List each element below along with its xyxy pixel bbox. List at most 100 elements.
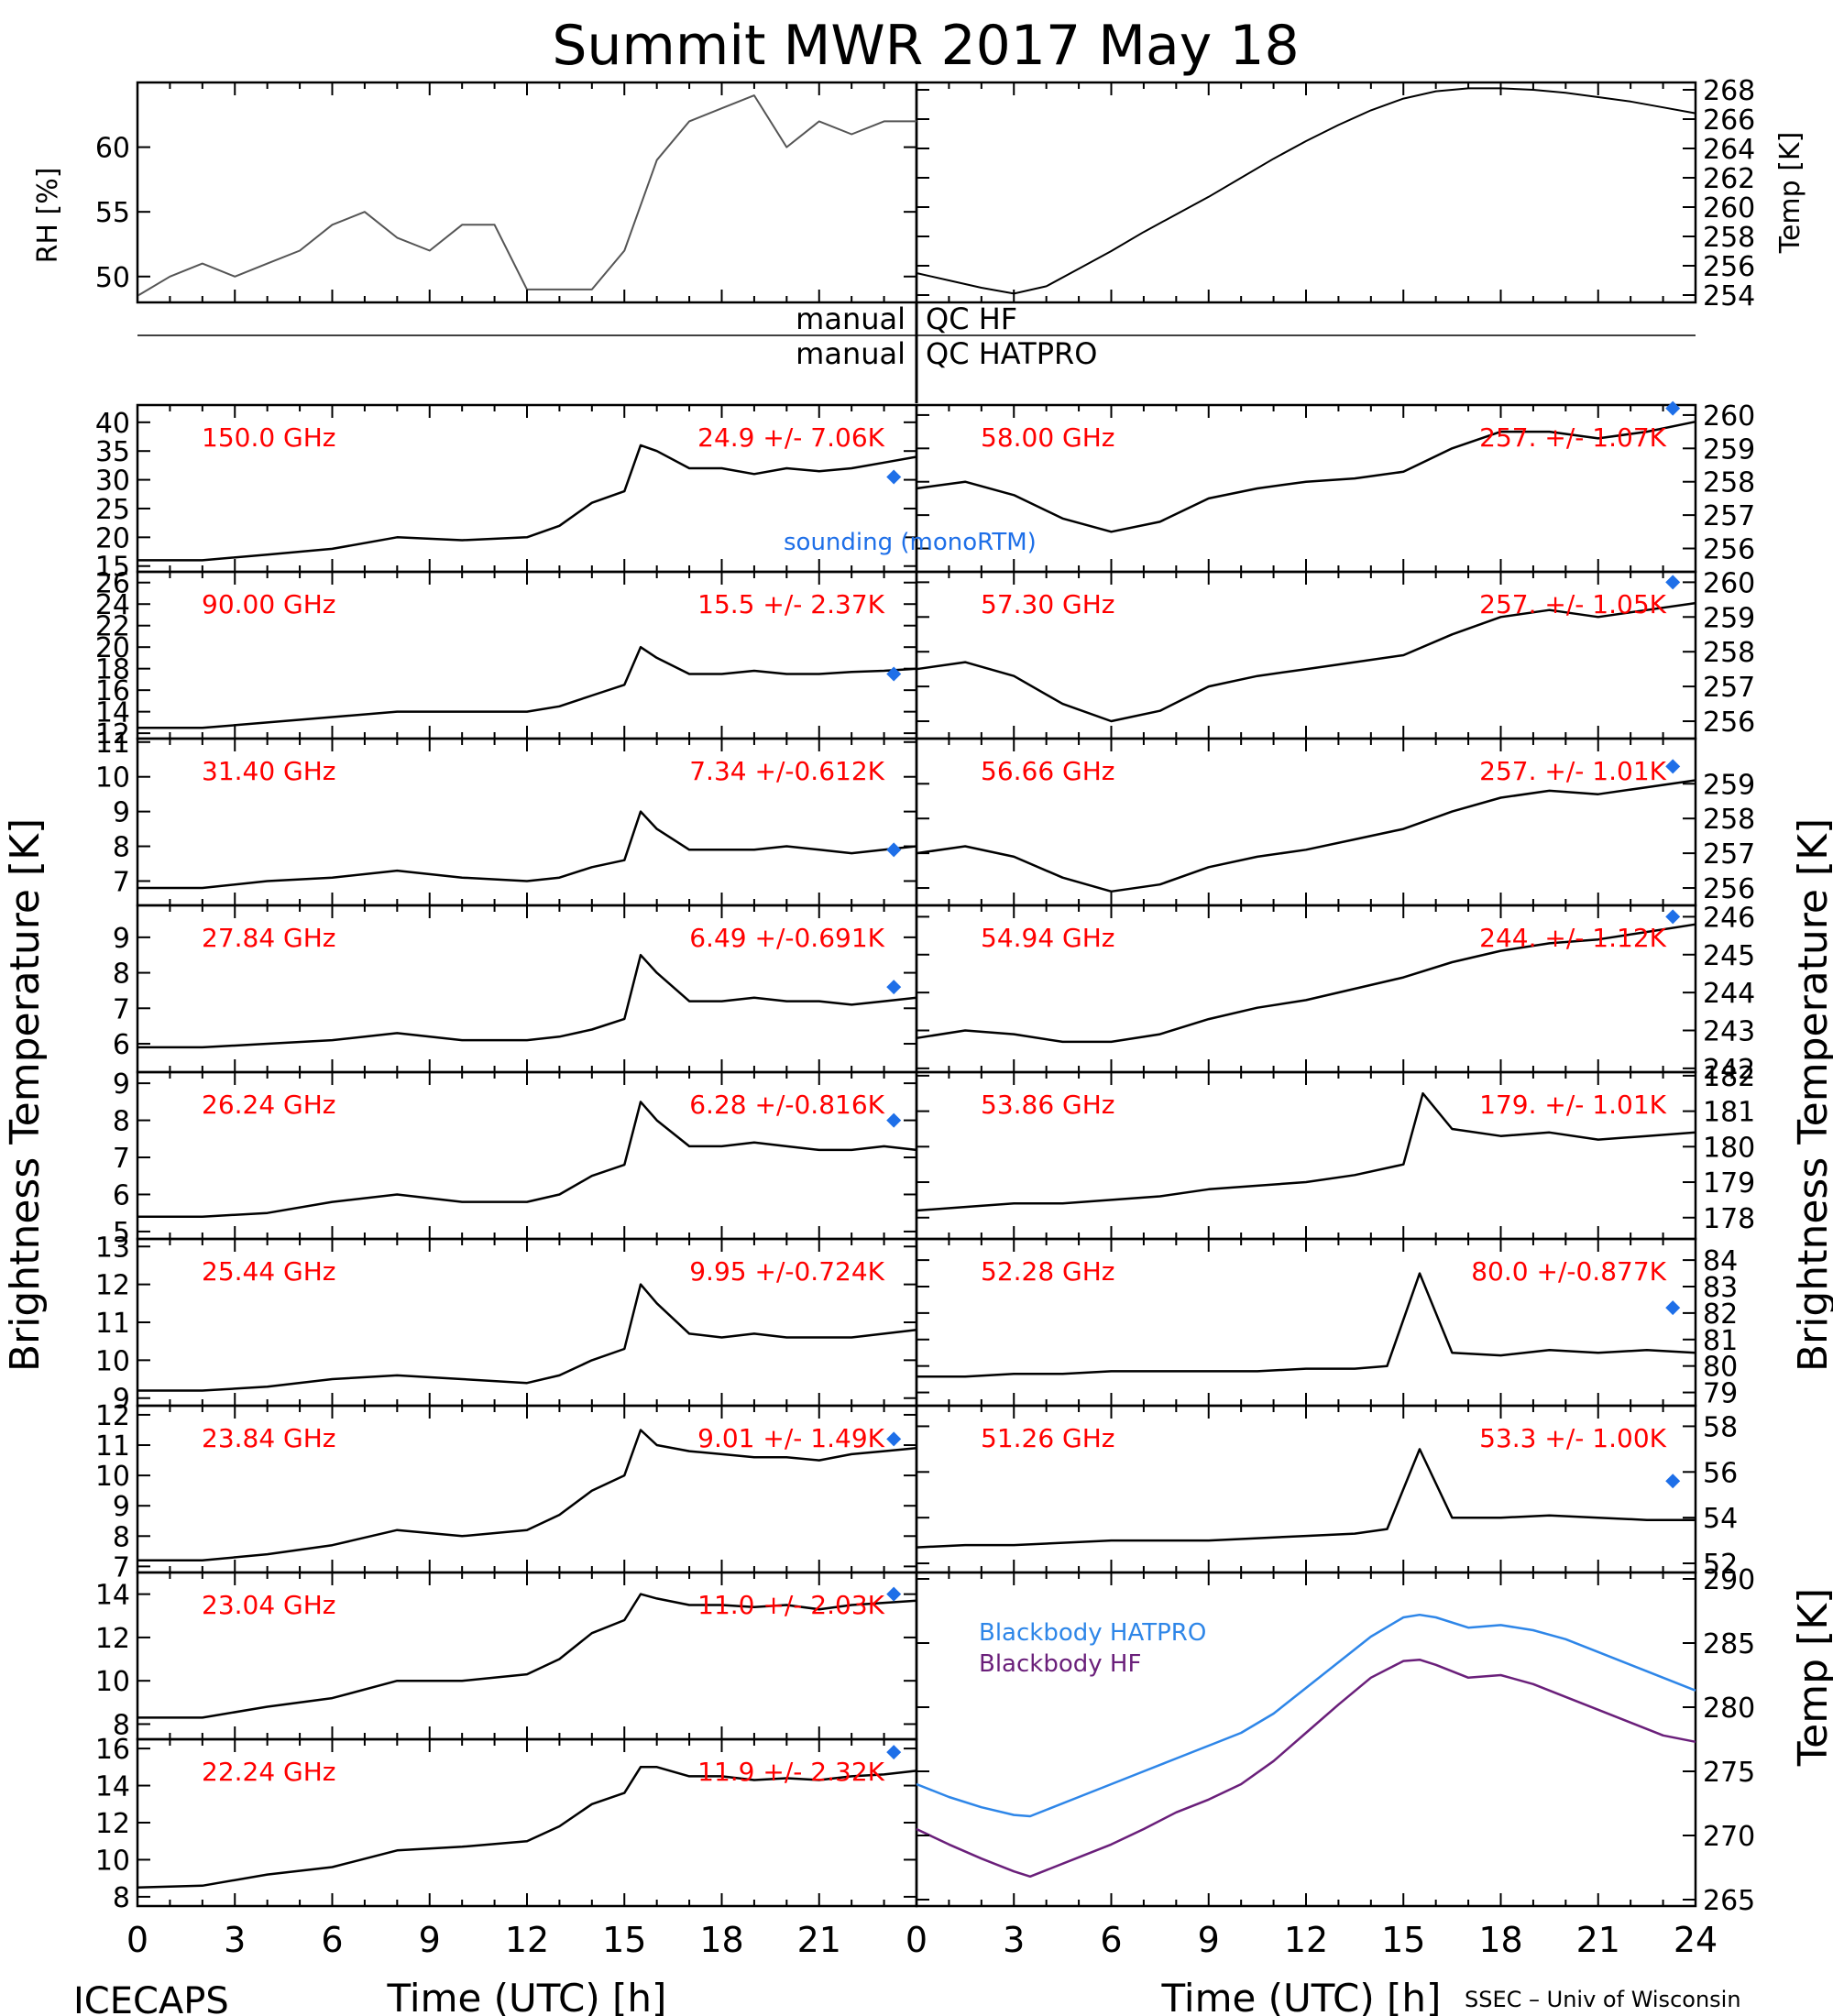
left-panel-5-ytick-label: 13 (95, 1232, 130, 1264)
left-panel-1-stat-label: 15.5 +/- 2.37K (697, 589, 884, 619)
right-panel-5-ytick-label: 84 (1703, 1245, 1738, 1277)
data-series (137, 87, 1696, 1890)
left-panel-8-ytick-label: 10 (95, 1845, 130, 1877)
left-panel-3-ytick-label: 7 (113, 993, 130, 1025)
left-panel-6-ytick-label: 8 (113, 1521, 130, 1553)
right-panel-5-ytick-label: 80 (1703, 1352, 1738, 1384)
right-panel-6-ytick-label: 56 (1703, 1457, 1738, 1489)
temp-top-panel-ytick-label: 266 (1703, 104, 1755, 137)
left-panel-6-ytick-label: 10 (95, 1461, 130, 1493)
left-panel-1-ytick-label: 14 (95, 697, 130, 729)
left-panel-5-ytick-label: 9 (113, 1384, 130, 1416)
left-panel-2-stat-label: 7.34 +/-0.612K (689, 756, 884, 786)
rh-axis-label: RH [%] (32, 168, 64, 264)
temp-top-panel-ytick-label: 262 (1703, 163, 1755, 195)
right-panel-4-ytick-label: 179 (1703, 1167, 1755, 1200)
left-panel-0-line (137, 444, 917, 562)
left-panel-3-ytick-label: 8 (113, 959, 130, 991)
right-panel-1-ytick-label: 259 (1703, 602, 1755, 634)
left-panel-5-ytick-label: 12 (95, 1270, 130, 1302)
rh-line (137, 94, 916, 297)
x-tick-label-left: 6 (321, 1920, 343, 1960)
right-panel-3-stat-label: 244. +/- 1.12K (1479, 923, 1666, 953)
right-panel-4-freq-label: 53.86 GHz (981, 1090, 1115, 1120)
left-panel-8-ytick-label: 12 (95, 1808, 130, 1840)
left-panel-0-ytick-label: 35 (95, 436, 130, 468)
x-tick-label-right: 24 (1674, 1920, 1718, 1960)
right-panel-0-ytick-label: 257 (1703, 500, 1755, 532)
right-panel-0-sounding-marker (1665, 400, 1681, 416)
tick-labels: 5055602542562582602622642662681520253035… (95, 75, 1755, 1960)
right-panel-4-ytick-label: 182 (1703, 1061, 1755, 1093)
left-panel-7-freq-label: 23.04 GHz (202, 1590, 336, 1620)
x-tick-label-right: 9 (1198, 1920, 1220, 1960)
right-panel-1-ytick-label: 256 (1703, 707, 1755, 739)
x-tick-label-left: 15 (602, 1920, 646, 1960)
left-panel-2-ytick-label: 9 (113, 797, 130, 829)
left-panel-2-ytick-label: 11 (95, 728, 130, 760)
qc-right-2: QC HATPRO (926, 336, 1097, 371)
x-tick-label-right: 15 (1381, 1920, 1425, 1960)
right-panel-3-sounding-marker (1665, 909, 1681, 925)
left-panel-7-stat-label: 11.0 +/- 2.03K (697, 1590, 884, 1620)
left-panel-2-ytick-label: 7 (113, 866, 130, 898)
right-panel-0-line (916, 420, 1696, 533)
x-tick-label-right: 6 (1100, 1920, 1122, 1960)
left-panel-2-ytick-label: 8 (113, 832, 130, 864)
qc-left-1: manual (796, 301, 906, 336)
left-panel-1-sounding-marker (886, 666, 902, 682)
blackbody-panel-ytick-label: 270 (1703, 1821, 1755, 1853)
legend-bb-hf: Blackbody HF (979, 1650, 1141, 1678)
left-panel-3-sounding-marker (886, 980, 902, 995)
sounding-label: sounding (monoRTM) (784, 529, 1037, 556)
right-panel-1-ytick-label: 258 (1703, 637, 1755, 669)
right-panel-1-sounding-marker (1665, 575, 1681, 590)
left-panel-7-line (137, 1593, 917, 1719)
left-panel-6-ytick-label: 9 (113, 1491, 130, 1523)
chart-title: Summit MWR 2017 May 18 (552, 14, 1299, 78)
right-panel-2-stat-label: 257. +/- 1.01K (1479, 756, 1666, 786)
left-panel-8-stat-label: 11.9 +/- 2.32K (697, 1757, 884, 1787)
right-panel-3-ytick-label: 243 (1703, 1016, 1755, 1048)
left-panel-5-ytick-label: 10 (95, 1345, 130, 1377)
qc-left-2: manual (796, 336, 906, 371)
blackbody-panel-ytick-label: 285 (1703, 1628, 1755, 1660)
left-panel-1-ytick-label: 26 (95, 568, 130, 600)
right-panel-2-ytick-label: 259 (1703, 769, 1755, 801)
left-panel-8-ytick-label: 8 (113, 1882, 130, 1914)
x-tick-label-right: 12 (1284, 1920, 1328, 1960)
left-panel-5-stat-label: 9.95 +/-0.724K (689, 1256, 884, 1287)
right-panel-1-line (916, 601, 1696, 723)
right-panel-3-ytick-label: 244 (1703, 978, 1755, 1010)
right-panel-1-stat-label: 257. +/- 1.05K (1479, 589, 1666, 619)
left-panel-6-ytick-label: 11 (95, 1430, 130, 1463)
right-panel-2-sounding-marker (1665, 759, 1681, 774)
left-panel-6-ytick-label: 7 (113, 1551, 130, 1583)
temp-line (916, 87, 1696, 295)
x-tick-label-left: 12 (505, 1920, 549, 1960)
left-panel-6-line (137, 1429, 917, 1562)
x-tick-label-left: 18 (699, 1920, 743, 1960)
left-panel-4-line (137, 1101, 917, 1218)
right-panel-0-ytick-label: 258 (1703, 467, 1755, 499)
right-panel-5-line (916, 1272, 1696, 1378)
right-panel-1-freq-label: 57.30 GHz (981, 589, 1115, 619)
right-panel-1-ytick-label: 260 (1703, 567, 1755, 599)
left-panel-3-line (137, 953, 917, 1049)
left-panel-7-ytick-label: 8 (113, 1709, 130, 1741)
rh-panel-ytick-label: 60 (95, 133, 130, 165)
right-panel-5-ytick-label: 83 (1703, 1272, 1738, 1304)
left-panel-0-ytick-label: 25 (95, 494, 130, 526)
blackbody-panel-ytick-label: 290 (1703, 1564, 1755, 1596)
temp-top-panel-ytick-label: 254 (1703, 280, 1755, 312)
footer-right: SSEC – Univ of Wisconsin (1465, 1987, 1741, 2012)
qc-right-1: QC HF (926, 301, 1017, 336)
bb-hf-line (916, 1658, 1696, 1879)
footer-left: ICECAPS (73, 1980, 229, 2016)
temp-top-axis-label: Temp [K] (1774, 132, 1806, 255)
right-panel-6-sounding-marker (1665, 1474, 1681, 1489)
x-tick-label-right: 0 (906, 1920, 927, 1960)
right-panel-2-ytick-label: 257 (1703, 838, 1755, 871)
right-panel-6-line (916, 1448, 1696, 1549)
right-panel-3-line (916, 923, 1696, 1044)
